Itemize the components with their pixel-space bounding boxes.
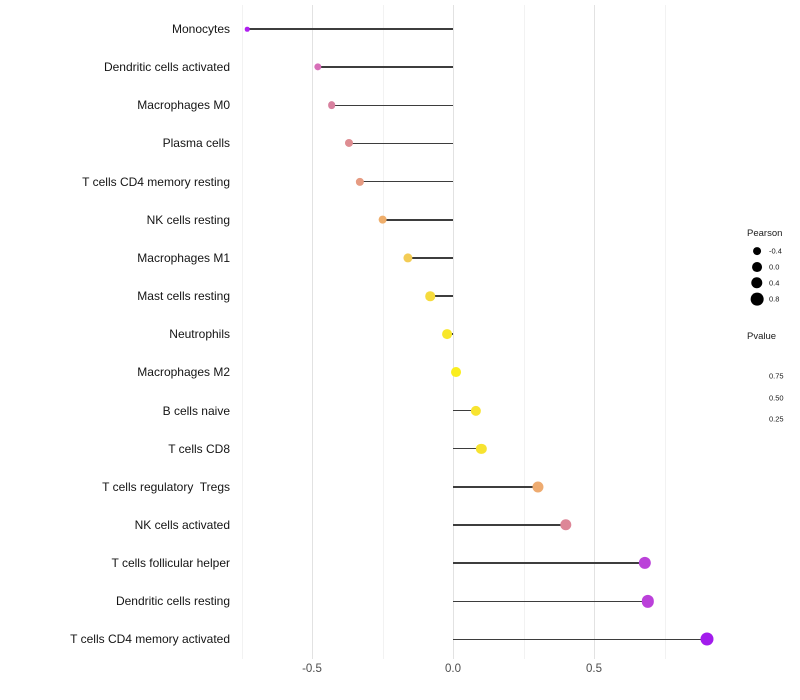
y-axis-label: Mast cells resting [137,289,230,304]
y-axis-label: Neutrophils [169,327,230,342]
lollipop-stem [453,562,645,564]
lollipop-dot [327,101,336,110]
lollipop-stem [453,600,648,602]
lollipop-dot [476,443,487,454]
y-axis-label: T cells regulatory Tregs [102,479,230,494]
y-axis-label: T cells CD4 memory resting [82,174,230,189]
y-axis-label: Dendritic cells resting [115,594,230,609]
lollipop-stem [453,486,538,488]
lollipop-dot [641,595,654,608]
lollipop-stem [359,180,453,183]
gridline-minor [523,5,525,659]
y-axis-label: Macrophages M0 [137,98,230,113]
pearson-legend-dot [750,292,764,306]
lollipop-dot [442,329,453,340]
y-axis-label: Dendritic cells activated [103,60,230,75]
y-axis-label: Plasma cells [162,136,230,151]
pearson-legend-dot [751,277,763,289]
y-axis-label: Macrophages M2 [137,365,230,380]
lollipop-stem [331,104,453,107]
y-axis-label: NK cells resting [146,212,230,227]
pearson-legend-label: -0.4 [769,246,782,256]
pearson-legend-label: 0.8 [769,294,780,304]
lollipop-dot [638,556,651,570]
pvalue-legend-label: 0.75 [769,371,784,381]
lollipop-dot [344,139,353,148]
x-axis-tick-label: -0.5 [302,663,322,675]
pearson-legend-dot [753,247,761,255]
pvalue-legend-label: 0.25 [769,414,784,424]
y-axis-label: NK cells activated [134,517,230,532]
y-axis-label: B cells naive [162,403,230,418]
x-axis-tick-label: 0.0 [445,663,461,675]
lollipop-stem [453,409,476,412]
pearson-legend-dot [752,262,762,272]
lollipop-dot [450,367,461,378]
pearson-legend-label: 0.4 [769,278,780,288]
pvalue-legend-title: Pvalue [747,331,777,342]
lollipop-dot [425,291,436,301]
gridline-minor [241,5,243,659]
lollipop-dot [244,26,250,32]
lollipop-stem [407,257,453,259]
gridline-major [312,5,313,659]
y-axis-label: T cells CD4 memory activated [70,632,230,647]
lollipop-dot [700,632,714,646]
lollipop-stem [382,219,453,221]
y-axis-label: Macrophages M1 [137,250,230,265]
x-axis-tick-label: 0.5 [586,663,602,675]
lollipop-dot [355,177,365,186]
lollipop-dot [532,481,544,493]
pearson-legend-title: Pearson [747,228,783,239]
lollipop-stem [453,638,707,641]
lollipop-dot [403,253,413,263]
lollipop-stem [453,524,566,526]
lollipop-stem [317,66,453,68]
pearson-legend-label: 0.0 [769,262,780,272]
y-axis-label: Monocytes [171,22,230,36]
lollipop-dot [378,215,387,225]
gridline-minor [664,5,666,659]
gridline-major [594,5,595,659]
lollipop-dot [470,405,481,416]
lollipop-stem [348,142,453,145]
gridline-minor [382,5,384,659]
lollipop-dot [560,519,572,531]
lollipop-stem [247,28,453,30]
gridline-major [453,5,454,659]
y-axis-label: T cells follicular helper [111,556,231,571]
lollipop-stem [453,447,482,450]
pvalue-legend-label: 0.50 [769,393,784,403]
y-axis-label: T cells CD8 [168,441,230,456]
lollipop-stem [430,295,453,297]
lollipop-dot [313,63,322,71]
